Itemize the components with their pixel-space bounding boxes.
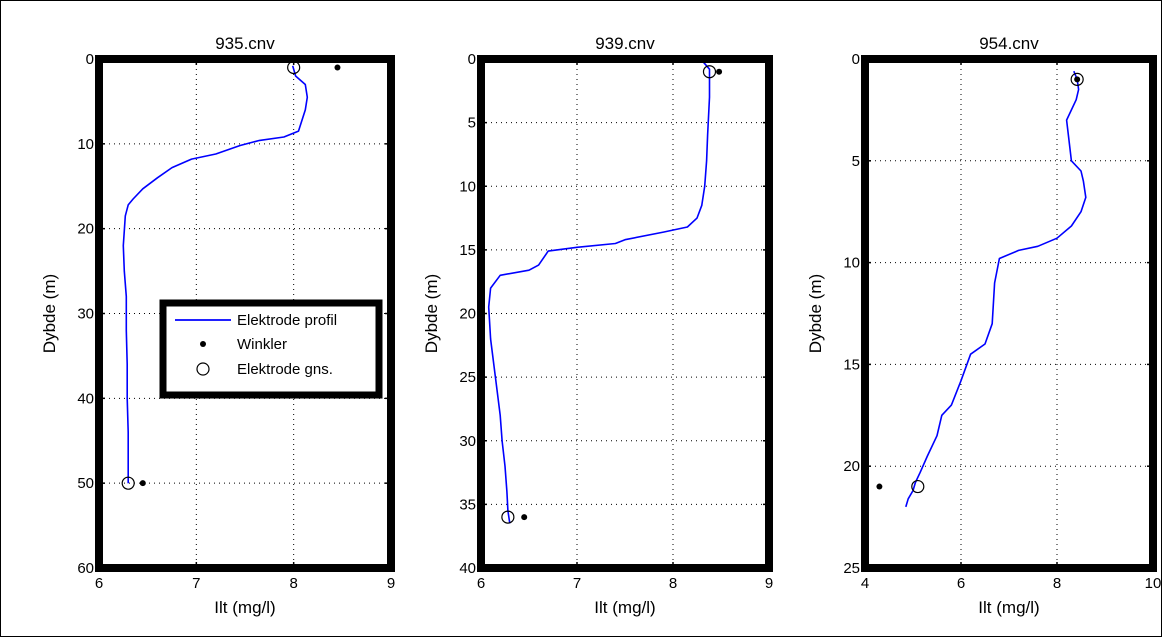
x-axis-label: Ilt (mg/l) <box>214 598 275 617</box>
elektrode-gns-marker <box>501 510 515 524</box>
x-tick-label: 6 <box>477 575 485 592</box>
x-axis-label: Ilt (mg/l) <box>594 598 655 617</box>
subplot-3: 4 6 8 10 0 5 10 15 20 25 954.cnv Ilt (mg/l) Dybde (m… <box>806 34 1161 617</box>
x-axis-label: Ilt (mg/l) <box>978 598 1039 617</box>
x-tick-label: 7 <box>192 575 200 592</box>
x-tick-label: 6 <box>957 575 965 592</box>
y-tick-label: 10 <box>459 178 476 195</box>
legend-entry-label: Elektrode gns. <box>237 361 333 378</box>
x-tick-label: 4 <box>861 575 869 592</box>
winkler-point <box>1074 76 1081 83</box>
axes-box <box>477 55 773 572</box>
y-tick-label: 0 <box>468 51 476 68</box>
x-tick-label: 8 <box>669 575 677 592</box>
x-tick-label: 6 <box>95 575 103 592</box>
x-tick-label: 10 <box>1145 575 1161 592</box>
series-line-elektrode-profil <box>905 70 1087 508</box>
legend-entry-label: Elektrode profil <box>237 312 337 329</box>
y-tick-label: 30 <box>77 306 94 323</box>
winkler-point <box>334 64 341 71</box>
y-tick-label: 20 <box>843 458 860 475</box>
y-tick-label: 35 <box>459 496 476 513</box>
winkler-point <box>876 483 883 490</box>
elektrode-gns-marker <box>702 65 717 79</box>
y-tick-label: 60 <box>77 560 94 577</box>
y-tick-label: 40 <box>459 560 476 577</box>
x-tick-label: 9 <box>765 575 773 592</box>
y-tick-label: 30 <box>459 433 476 450</box>
legend-entry-label: Winkler <box>237 336 287 353</box>
y-tick-label: 10 <box>77 136 94 153</box>
legend-swatch-point <box>200 341 206 347</box>
series-line-elektrode-profil <box>487 58 711 524</box>
y-tick-label: 15 <box>459 242 476 259</box>
winkler-point <box>139 480 146 487</box>
legend-swatch-circle <box>196 362 210 376</box>
y-tick-label: 5 <box>468 115 476 132</box>
legend-box <box>159 299 383 399</box>
elektrode-gns-marker <box>121 476 135 490</box>
elektrode-gns-marker <box>1070 72 1084 86</box>
x-tick-label: 9 <box>387 575 395 592</box>
y-axis-label: Dybde (m) <box>422 274 441 353</box>
y-axis-label: Dybde (m) <box>806 274 825 353</box>
x-tick-label: 7 <box>573 575 581 592</box>
chart-title: 939.cnv <box>595 34 655 53</box>
y-tick-label: 25 <box>459 369 476 386</box>
y-tick-label: 50 <box>77 475 94 492</box>
subplot-2: 6 7 8 9 0 5 10 15 20 25 30 35 40 939.cnv Ilt (mg/l) Dyb… <box>422 34 773 617</box>
subplot-1: 6 7 8 9 0 10 20 30 40 50 60 935.cnv Ilt (mg/l) Dybde … <box>40 34 395 617</box>
winkler-point <box>521 514 528 521</box>
y-tick-label: 0 <box>852 51 860 68</box>
chart-title: 935.cnv <box>215 34 275 53</box>
elektrode-gns-marker <box>911 479 925 494</box>
y-axis-label: Dybde (m) <box>40 274 59 353</box>
x-tick-label: 8 <box>1053 575 1061 592</box>
y-tick-label: 5 <box>852 153 860 170</box>
axes-box <box>861 55 1157 572</box>
axes-box <box>95 55 395 572</box>
y-tick-label: 40 <box>77 390 94 407</box>
y-tick-label: 20 <box>459 306 476 323</box>
y-tick-label: 0 <box>86 51 94 68</box>
y-tick-label: 25 <box>843 560 860 577</box>
y-tick-label: 10 <box>843 255 860 272</box>
series-line-elektrode-profil <box>122 65 309 484</box>
winkler-point <box>716 68 723 75</box>
x-tick-label: 8 <box>289 575 297 592</box>
legend: Elektrode profil Winkler Elektrode gns. <box>159 299 383 399</box>
chart-title: 954.cnv <box>979 34 1039 53</box>
y-tick-label: 20 <box>77 221 94 238</box>
y-tick-label: 15 <box>843 356 860 373</box>
